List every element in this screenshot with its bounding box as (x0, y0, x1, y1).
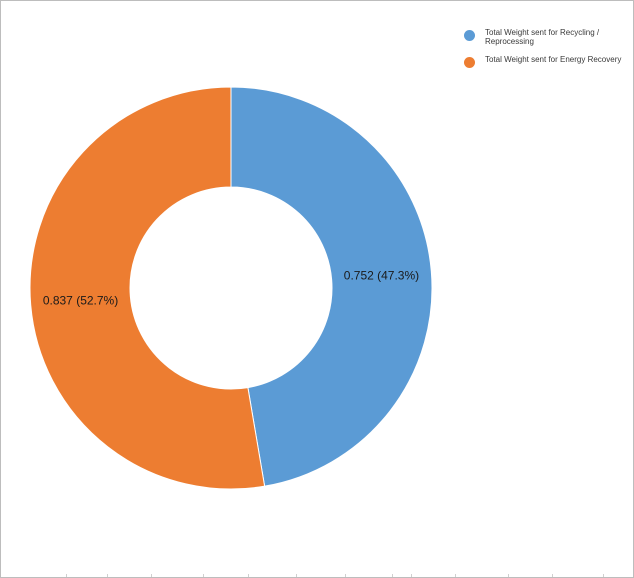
bottom-tick (455, 574, 456, 577)
bottom-tick (107, 574, 108, 577)
legend-swatch-energy-recovery (464, 57, 475, 68)
bottom-tick (392, 574, 393, 577)
slice-recycling[interactable] (230, 86, 433, 487)
bottom-edge-ticks (0, 574, 634, 578)
bottom-tick (296, 574, 297, 577)
bottom-tick (508, 574, 509, 577)
legend-label-energy-recovery: Total Weight sent for Energy Recovery (485, 55, 622, 64)
slice-energy-recovery[interactable] (29, 86, 266, 490)
bottom-tick (345, 574, 346, 577)
legend-label-recycling: Total Weight sent for Recycling / Reproc… (485, 28, 600, 46)
bottom-tick (66, 574, 67, 577)
legend-item-energy-recovery[interactable]: Total Weight sent for Energy Recovery (464, 55, 624, 68)
data-label-recycling: 0.752 (47.3%) (344, 268, 419, 282)
bottom-tick (203, 574, 204, 577)
bottom-tick (552, 574, 553, 577)
bottom-tick (151, 574, 152, 577)
legend-swatch-recycling (464, 30, 475, 41)
bottom-tick (603, 574, 604, 577)
legend: Total Weight sent for Recycling / Reproc… (464, 28, 624, 77)
bottom-tick (248, 574, 249, 577)
legend-item-recycling[interactable]: Total Weight sent for Recycling / Reproc… (464, 28, 624, 46)
data-label-energy-recovery: 0.837 (52.7%) (43, 294, 118, 308)
bottom-tick (411, 574, 412, 577)
